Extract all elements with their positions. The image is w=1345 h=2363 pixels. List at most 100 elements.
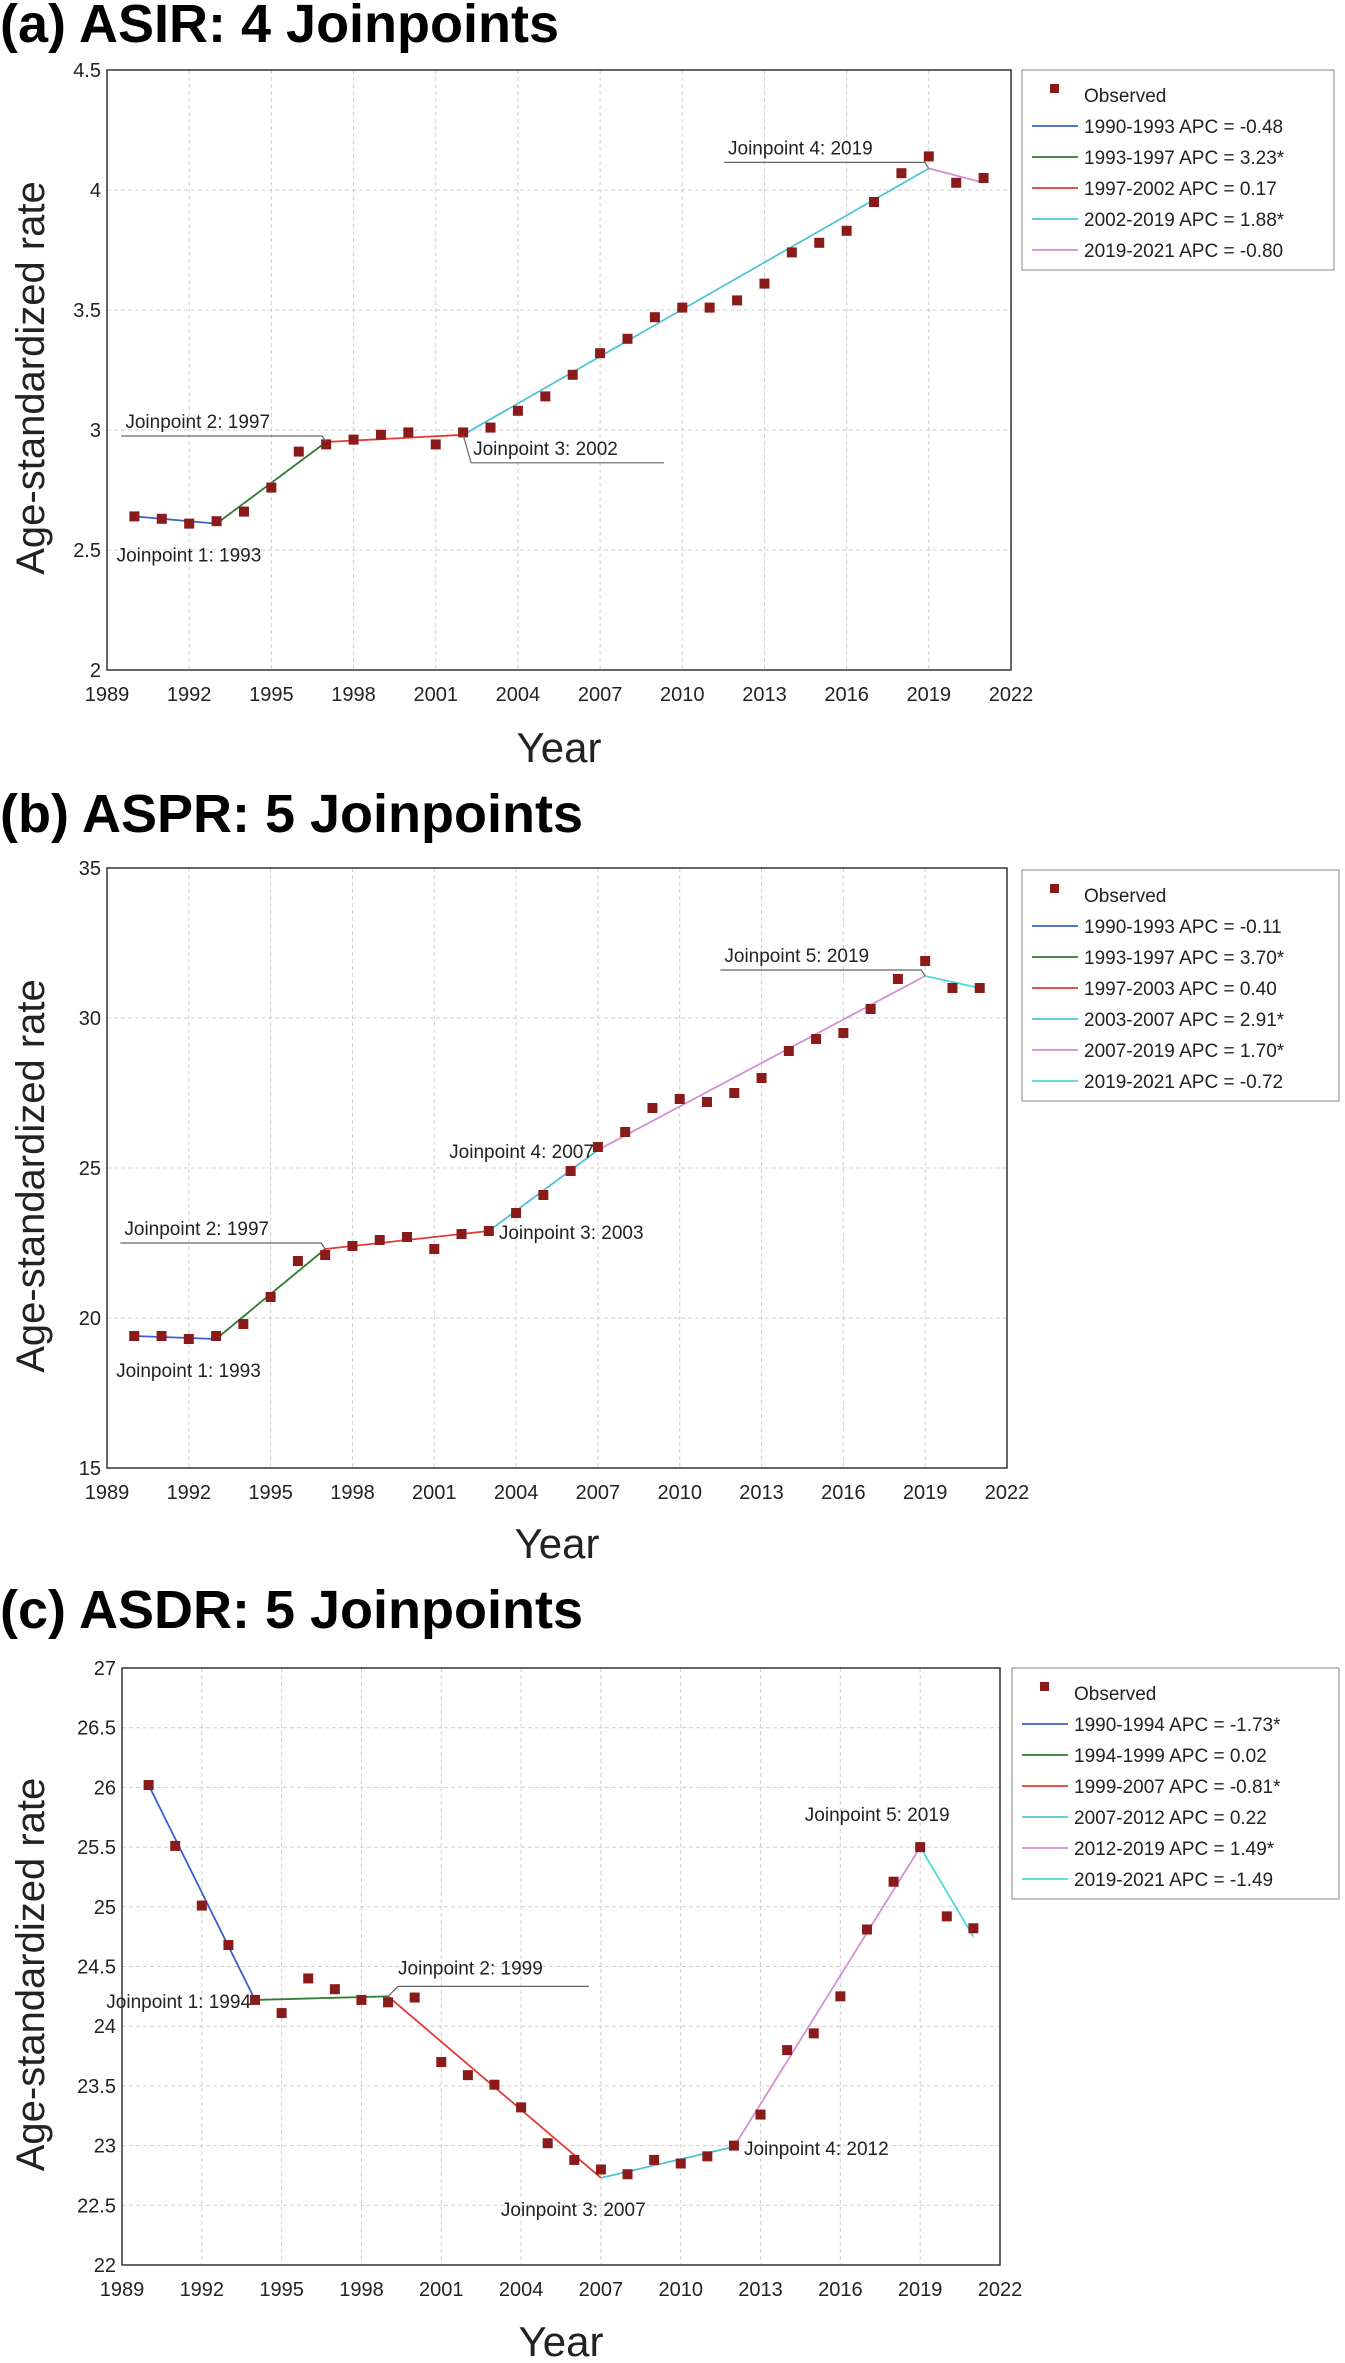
observed-point (542, 2138, 553, 2149)
observed-point (786, 247, 797, 258)
observed-point (674, 1094, 685, 1104)
y-tick-label: 20 (79, 1308, 101, 1330)
segment-line-4 (600, 2145, 735, 2179)
x-tick-label: 1992 (180, 2279, 225, 2301)
legend-observed-marker (1050, 884, 1059, 893)
observed-point (196, 1900, 207, 1911)
observed-point (861, 1924, 872, 1935)
observed-point (430, 439, 441, 450)
x-tick-label: 2004 (494, 1482, 539, 1504)
legend-observed-label: Observed (1084, 886, 1166, 907)
legend-segment-label-2: 1994-1999 APC = 0.02 (1074, 1746, 1267, 1767)
y-tick-label: 15 (79, 1458, 101, 1480)
observed-point (516, 2102, 527, 2113)
x-tick-label: 2022 (978, 2279, 1023, 2301)
segment-line-1 (134, 1335, 217, 1340)
legend-segment-label-1: 1990-1993 APC = -0.48 (1084, 117, 1283, 138)
x-tick-label: 1995 (248, 1482, 293, 1504)
y-axis-label: Age-standardized rate (9, 181, 53, 575)
observed-point (402, 1232, 412, 1242)
x-tick-label: 1998 (331, 684, 376, 706)
observed-point (383, 1997, 394, 2008)
x-tick-label: 2013 (738, 2279, 783, 2301)
y-tick-label: 4 (90, 180, 101, 202)
y-tick-label: 25 (94, 1897, 116, 1919)
observed-point (869, 197, 880, 207)
observed-point (129, 511, 140, 522)
x-tick-label: 2019 (907, 684, 952, 706)
y-axis-label: Age-standardized rate (9, 979, 53, 1373)
joinpoint-label-5: Joinpoint 5: 2019 (724, 946, 869, 967)
observed-point (238, 506, 249, 517)
observed-point (920, 956, 931, 966)
joinpoint-label-3: Joinpoint 3: 2002 (473, 439, 618, 460)
observed-point (732, 295, 743, 306)
joinpoint-label-2: Joinpoint 2: 1997 (124, 1219, 269, 1240)
x-tick-label: 2013 (739, 1482, 784, 1504)
joinpoint-label-5: Joinpoint 5: 2019 (805, 1805, 950, 1826)
observed-point (143, 1780, 154, 1791)
observed-point (293, 446, 304, 457)
observed-point (896, 168, 907, 179)
x-tick-label: 2022 (989, 684, 1034, 706)
legend-segment-label-5: 2012-2019 APC = 1.49* (1074, 1839, 1275, 1860)
legend-segment-label-2: 1993-1997 APC = 3.23* (1084, 148, 1285, 169)
x-tick-label: 2001 (419, 2279, 464, 2301)
joinpoint-label-3: Joinpoint 3: 2003 (499, 1223, 644, 1244)
y-tick-label: 22.5 (77, 2195, 116, 2217)
observed-point (814, 237, 825, 248)
y-tick-label: 24.5 (77, 1957, 116, 1979)
observed-point (303, 1973, 314, 1984)
x-tick-label: 2007 (576, 1482, 621, 1504)
x-tick-label: 2007 (579, 2279, 624, 2301)
joinpoint-leader-4 (724, 161, 930, 169)
observed-point (838, 1028, 849, 1038)
x-tick-label: 1998 (330, 1482, 375, 1504)
observed-point (569, 2154, 580, 2165)
y-tick-label: 26 (94, 1777, 116, 1799)
legend-segment-label-1: 1990-1993 APC = -0.11 (1084, 917, 1282, 938)
x-tick-label: 1995 (259, 2279, 304, 2301)
observed-point (276, 2008, 287, 2019)
panel-b-title: (b) ASPR: 5 Joinpoints (0, 784, 583, 844)
observed-point (211, 1331, 222, 1341)
y-tick-label: 2 (90, 660, 101, 682)
x-axis-label: Year (517, 724, 602, 771)
observed-point (622, 2169, 633, 2180)
y-tick-label: 23.5 (77, 2076, 116, 2098)
observed-point (888, 1876, 899, 1887)
legend-segment-label-4: 2002-2019 APC = 1.88* (1084, 210, 1285, 231)
joinpoint-label-1: Joinpoint 1: 1993 (116, 1361, 261, 1382)
observed-point (702, 2151, 713, 2162)
observed-point (156, 1331, 167, 1341)
panel-a-title: (a) ASIR: 4 Joinpoints (0, 0, 560, 54)
observed-point (728, 2140, 739, 2151)
y-tick-label: 35 (79, 858, 101, 880)
joinpoint-label-1: Joinpoint 1: 1994 (106, 1992, 251, 2013)
observed-point (329, 1984, 340, 1995)
legend-segment-label-3: 1997-2003 APC = 0.40 (1084, 979, 1277, 1000)
y-tick-label: 26.5 (77, 1718, 116, 1740)
observed-point (865, 1004, 876, 1014)
observed-point (649, 312, 660, 323)
legend-box (1021, 69, 1335, 271)
observed-point (704, 302, 715, 313)
legend-segment-label-2: 1993-1997 APC = 3.70* (1084, 948, 1285, 969)
segment-line-2 (255, 1995, 389, 2001)
x-tick-label: 2022 (985, 1482, 1030, 1504)
panel-c-title: (c) ASDR: 5 Joinpoints (0, 1580, 584, 1640)
legend-observed-marker (1050, 84, 1059, 93)
plot-frame (106, 867, 1008, 1469)
x-tick-label: 2001 (412, 1482, 457, 1504)
x-axis-label: Year (515, 1520, 600, 1567)
observed-point (592, 1142, 603, 1152)
observed-point (951, 177, 962, 188)
observed-point (292, 1256, 303, 1266)
joinpoint-leader-5 (720, 969, 926, 977)
observed-point (436, 2057, 447, 2068)
observed-point (429, 1244, 440, 1254)
observed-point (348, 434, 359, 445)
y-tick-label: 22 (94, 2255, 116, 2277)
observed-point (978, 173, 989, 183)
observed-point (485, 422, 496, 433)
